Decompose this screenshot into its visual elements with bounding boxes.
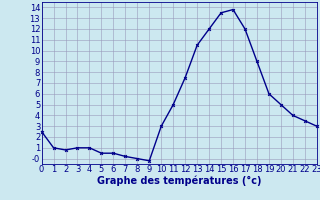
X-axis label: Graphe des températures (°c): Graphe des températures (°c) xyxy=(97,176,261,186)
